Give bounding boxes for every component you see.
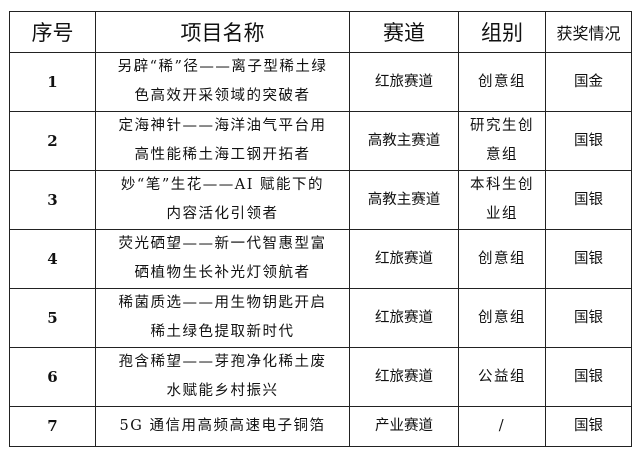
cell-track: 红旅赛道 [349, 288, 459, 348]
cell-project-name: 荧光硒望——新一代智惠型富 硒植物生长补光灯领航者 [95, 229, 350, 289]
cell-award: 国银 [545, 347, 632, 407]
cell-group: 创意组 [458, 288, 546, 348]
group-line: 业组 [486, 206, 518, 222]
project-name-line: 色高效开采领域的突破者 [134, 88, 311, 104]
cell-group: / [458, 406, 546, 447]
project-name-line: 荧光硒望——新一代智惠型富 [118, 236, 327, 252]
cell-track: 高教主赛道 [349, 111, 459, 171]
table-row: 2 定海神针——海洋油气平台用 高性能稀土海工钢开拓者 高教主赛道 研究生创 意组 国银 [9, 111, 632, 171]
cell-award: 国银 [545, 288, 632, 348]
table-row: 6 孢含稀望——芽孢净化稀土废 水赋能乡村振兴 红旅赛道 公益组 国银 [9, 347, 632, 407]
header-index: 序号 [9, 11, 96, 53]
cell-index: 1 [9, 52, 96, 112]
cell-project-name: 另辟“稀”径——离子型稀土绿 色高效开采领域的突破者 [95, 52, 350, 112]
header-track: 赛道 [349, 11, 459, 53]
header-name: 项目名称 [95, 11, 350, 53]
cell-award: 国银 [545, 406, 632, 447]
cell-index: 6 [9, 347, 96, 407]
project-name-line: 孢含稀望——芽孢净化稀土废 [118, 354, 327, 370]
header-group: 组别 [458, 11, 546, 53]
cell-project-name: 定海神针——海洋油气平台用 高性能稀土海工钢开拓者 [95, 111, 350, 171]
project-name-line: 水赋能乡村振兴 [166, 383, 279, 399]
cell-track: 高教主赛道 [349, 170, 459, 230]
cell-project-name: 孢含稀望——芽孢净化稀土废 水赋能乡村振兴 [95, 347, 350, 407]
project-name-line: 稀土绿色提取新时代 [150, 324, 295, 340]
cell-group: 创意组 [458, 52, 546, 112]
table-row: 7 5G 通信用高频高速电子铜箔 产业赛道 / 国银 [9, 406, 632, 447]
group-line: 创意组 [478, 73, 526, 90]
cell-track: 红旅赛道 [349, 229, 459, 289]
group-line: 创意组 [478, 250, 526, 267]
group-line: 创意组 [478, 309, 526, 326]
awards-table: 序号 项目名称 赛道 组别 获奖情况 1 另辟“稀”径——离子型稀土绿 色高效开采领… [9, 11, 632, 447]
group-line: 研究生创 [470, 118, 534, 134]
cell-project-name: 5G 通信用高频高速电子铜箔 [95, 406, 350, 447]
cell-index: 5 [9, 288, 96, 348]
project-name-line: 妙“笔”生花——AI 赋能下的 [120, 177, 325, 193]
group-line: 意组 [486, 147, 518, 163]
cell-group: 公益组 [458, 347, 546, 407]
header-award: 获奖情况 [545, 11, 632, 53]
cell-index: 3 [9, 170, 96, 230]
header-row: 序号 项目名称 赛道 组别 获奖情况 [9, 11, 632, 53]
cell-group: 本科生创 业组 [458, 170, 546, 230]
cell-track: 红旅赛道 [349, 52, 459, 112]
project-name-line: 另辟“稀”径——离子型稀土绿 [117, 59, 328, 75]
cell-index: 4 [9, 229, 96, 289]
group-line: 本科生创 [470, 177, 534, 193]
cell-track: 产业赛道 [349, 406, 459, 447]
cell-project-name: 稀菌质选——用生物钥匙开启 稀土绿色提取新时代 [95, 288, 350, 348]
cell-project-name: 妙“笔”生花——AI 赋能下的 内容活化引领者 [95, 170, 350, 230]
group-line: / [498, 418, 506, 434]
cell-award: 国银 [545, 229, 632, 289]
cell-track: 红旅赛道 [349, 347, 459, 407]
cell-index: 2 [9, 111, 96, 171]
cell-group: 创意组 [458, 229, 546, 289]
table-row: 4 荧光硒望——新一代智惠型富 硒植物生长补光灯领航者 红旅赛道 创意组 国银 [9, 229, 632, 289]
cell-award: 国银 [545, 170, 632, 230]
project-name-line: 硒植物生长补光灯领航者 [134, 265, 311, 281]
project-name-line: 定海神针——海洋油气平台用 [118, 118, 327, 134]
table-row: 5 稀菌质选——用生物钥匙开启 稀土绿色提取新时代 红旅赛道 创意组 国银 [9, 288, 632, 348]
table-row: 1 另辟“稀”径——离子型稀土绿 色高效开采领域的突破者 红旅赛道 创意组 国金 [9, 52, 632, 112]
project-name-line: 5G 通信用高频高速电子铜箔 [119, 418, 326, 434]
cell-group: 研究生创 意组 [458, 111, 546, 171]
project-name-line: 高性能稀土海工钢开拓者 [134, 147, 311, 163]
cell-award: 国金 [545, 52, 632, 112]
cell-award: 国银 [545, 111, 632, 171]
table-row: 3 妙“笔”生花——AI 赋能下的 内容活化引领者 高教主赛道 本科生创 业组 国银 [9, 170, 632, 230]
group-line: 公益组 [478, 368, 526, 385]
project-name-line: 内容活化引领者 [166, 206, 279, 222]
cell-index: 7 [9, 406, 96, 447]
project-name-line: 稀菌质选——用生物钥匙开启 [118, 295, 327, 311]
